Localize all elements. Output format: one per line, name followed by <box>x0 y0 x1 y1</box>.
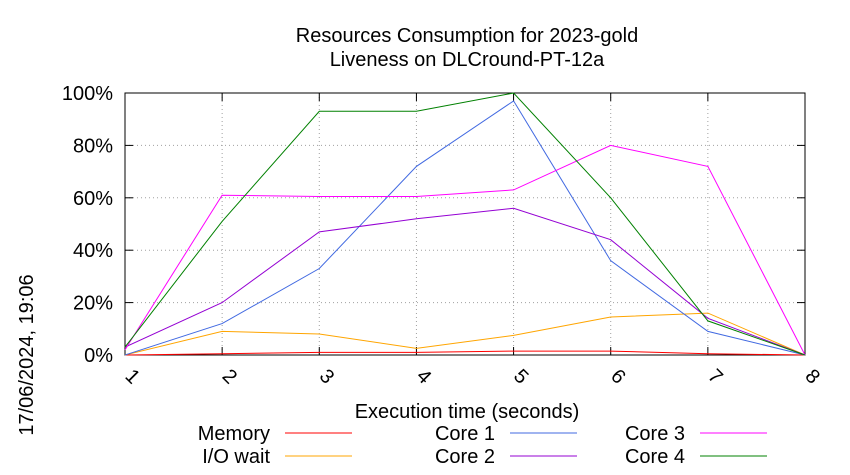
y-tick-label: 40% <box>73 240 113 262</box>
legend-label: I/O wait <box>202 446 270 468</box>
x-tick-label: 6 <box>606 365 629 388</box>
chart-title-line-1: Resources Consumption for 2023-gold <box>296 25 638 47</box>
series-line-core-4 <box>124 92 806 356</box>
y-tick-label: 100% <box>62 83 113 105</box>
series-line-core-2 <box>124 207 806 356</box>
x-tick-label: 8 <box>801 365 824 388</box>
plot-frame <box>124 92 806 356</box>
x-tick-label: 5 <box>509 365 532 388</box>
x-tick-label: 4 <box>412 365 435 388</box>
timestamp-label: 17/06/2024, 19:06 <box>16 274 38 435</box>
legend-label: Core 3 <box>625 423 685 445</box>
chart-title-line-2: Liveness on DLCround-PT-12a <box>330 49 605 71</box>
series-line-core-1 <box>124 100 806 356</box>
x-tick-label: 2 <box>218 365 241 388</box>
x-tick-label: 7 <box>703 365 726 388</box>
y-tick-label: 60% <box>73 188 113 210</box>
x-tick-label: 3 <box>315 365 338 388</box>
legend-label: Memory <box>198 423 270 445</box>
legend-label: Core 2 <box>435 446 495 468</box>
series-lines <box>124 92 806 356</box>
x-axis-label: Execution time (seconds) <box>355 401 580 423</box>
series-line-memory <box>124 350 806 356</box>
y-tick-label: 80% <box>73 135 113 157</box>
axes <box>124 92 806 356</box>
y-tick-label: 20% <box>73 293 113 315</box>
legend-label: Core 4 <box>625 446 685 468</box>
y-tick-label: 0% <box>84 345 113 367</box>
series-line-i-o-wait <box>124 312 806 356</box>
series-line-core-3 <box>124 144 806 356</box>
x-tick-label: 1 <box>121 365 144 388</box>
grid <box>124 92 806 356</box>
legend-label: Core 1 <box>435 423 495 445</box>
